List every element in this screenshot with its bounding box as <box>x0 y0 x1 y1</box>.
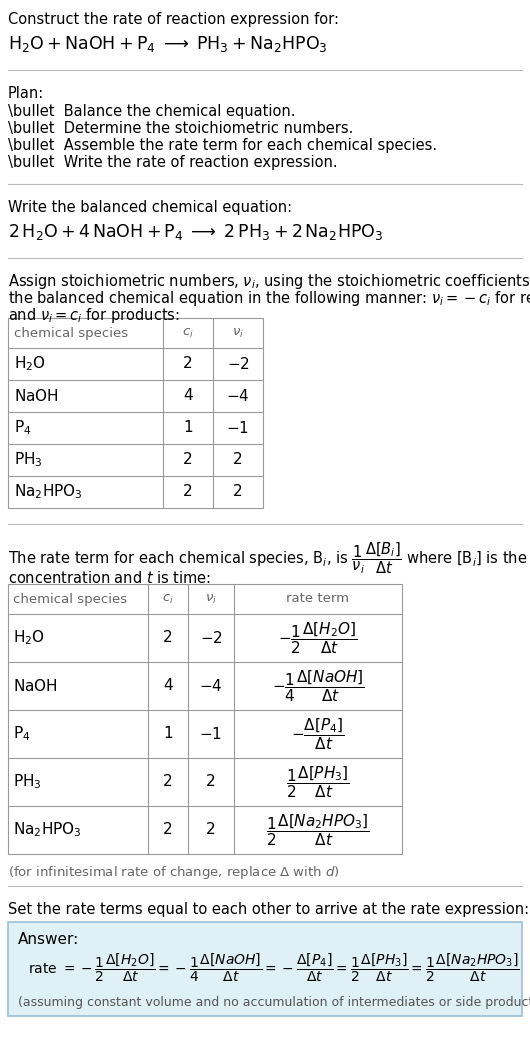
Text: rate term: rate term <box>287 593 349 606</box>
Text: 4: 4 <box>163 679 173 693</box>
Text: $\dfrac{1}{2}\dfrac{\Delta[Na_2HPO_3]}{\Delta t}$: $\dfrac{1}{2}\dfrac{\Delta[Na_2HPO_3]}{\… <box>266 812 370 848</box>
Text: Construct the rate of reaction expression for:: Construct the rate of reaction expressio… <box>8 11 339 27</box>
Text: Assign stoichiometric numbers, $\nu_i$, using the stoichiometric coefficients, $: Assign stoichiometric numbers, $\nu_i$, … <box>8 272 530 291</box>
Text: $\mathrm{Na_2HPO_3}$: $\mathrm{Na_2HPO_3}$ <box>13 821 82 839</box>
Text: $\mathrm{H_2O}$: $\mathrm{H_2O}$ <box>14 355 46 374</box>
Text: 2: 2 <box>163 631 173 645</box>
Text: 2: 2 <box>183 484 193 499</box>
Text: $\mathrm{P_4}$: $\mathrm{P_4}$ <box>14 419 31 437</box>
Text: $-1$: $-1$ <box>226 420 250 436</box>
Bar <box>8 318 263 508</box>
Text: The rate term for each chemical species, B$_i$, is $\dfrac{1}{\nu_i}\dfrac{\Delt: The rate term for each chemical species,… <box>8 540 530 575</box>
Text: $c_i$: $c_i$ <box>182 327 194 339</box>
Text: Answer:: Answer: <box>18 932 80 947</box>
Text: (for infinitesimal rate of change, replace $\Delta$ with $d$): (for infinitesimal rate of change, repla… <box>8 864 340 881</box>
Text: $-2$: $-2$ <box>226 356 250 372</box>
Text: $-1$: $-1$ <box>199 726 223 742</box>
Text: 1: 1 <box>163 727 173 741</box>
Text: rate $= -\dfrac{1}{2}\dfrac{\Delta[H_2O]}{\Delta t} = -\dfrac{1}{4}\dfrac{\Delta: rate $= -\dfrac{1}{2}\dfrac{\Delta[H_2O]… <box>28 952 520 984</box>
Text: 2: 2 <box>206 775 216 789</box>
Text: \bullet  Balance the chemical equation.: \bullet Balance the chemical equation. <box>8 104 296 119</box>
Text: $\nu_i$: $\nu_i$ <box>205 592 217 606</box>
Text: chemical species: chemical species <box>14 327 128 339</box>
Text: $-2$: $-2$ <box>200 630 223 646</box>
Text: $-\dfrac{1}{2}\dfrac{\Delta[H_2O]}{\Delta t}$: $-\dfrac{1}{2}\dfrac{\Delta[H_2O]}{\Delt… <box>278 620 358 656</box>
Text: 2: 2 <box>233 484 243 499</box>
Text: Plan:: Plan: <box>8 86 44 101</box>
Text: Set the rate terms equal to each other to arrive at the rate expression:: Set the rate terms equal to each other t… <box>8 902 529 917</box>
Text: 2: 2 <box>183 452 193 468</box>
Text: \bullet  Write the rate of reaction expression.: \bullet Write the rate of reaction expre… <box>8 155 338 170</box>
Text: 2: 2 <box>163 775 173 789</box>
Text: $-4$: $-4$ <box>226 388 250 404</box>
Text: concentration and $t$ is time:: concentration and $t$ is time: <box>8 570 211 586</box>
Text: $\nu_i$: $\nu_i$ <box>232 327 244 339</box>
Text: $\mathrm{NaOH}$: $\mathrm{NaOH}$ <box>14 388 59 404</box>
Text: 2: 2 <box>163 823 173 837</box>
Bar <box>8 584 402 854</box>
Text: \bullet  Assemble the rate term for each chemical species.: \bullet Assemble the rate term for each … <box>8 138 437 153</box>
Text: $\mathrm{H_2O + NaOH + P_4 \;\longrightarrow\; PH_3 + Na_2HPO_3}$: $\mathrm{H_2O + NaOH + P_4 \;\longrighta… <box>8 34 328 54</box>
Bar <box>8 922 522 1016</box>
Text: $c_i$: $c_i$ <box>162 592 174 606</box>
Text: $-\dfrac{1}{4}\dfrac{\Delta[NaOH]}{\Delta t}$: $-\dfrac{1}{4}\dfrac{\Delta[NaOH]}{\Delt… <box>271 668 365 704</box>
Text: $\mathrm{PH_3}$: $\mathrm{PH_3}$ <box>13 773 42 791</box>
Text: $\mathrm{P_4}$: $\mathrm{P_4}$ <box>13 725 30 743</box>
Text: $\mathrm{2\,H_2O + 4\,NaOH + P_4 \;\longrightarrow\; 2\,PH_3 + 2\,Na_2HPO_3}$: $\mathrm{2\,H_2O + 4\,NaOH + P_4 \;\long… <box>8 222 383 242</box>
Text: Write the balanced chemical equation:: Write the balanced chemical equation: <box>8 200 292 215</box>
Text: 4: 4 <box>183 388 193 403</box>
Text: 2: 2 <box>183 356 193 372</box>
Text: 2: 2 <box>206 823 216 837</box>
Text: $\mathrm{Na_2HPO_3}$: $\mathrm{Na_2HPO_3}$ <box>14 482 83 501</box>
Text: $-\dfrac{\Delta[P_4]}{\Delta t}$: $-\dfrac{\Delta[P_4]}{\Delta t}$ <box>291 716 345 752</box>
Text: 2: 2 <box>233 452 243 468</box>
Text: $\dfrac{1}{2}\dfrac{\Delta[PH_3]}{\Delta t}$: $\dfrac{1}{2}\dfrac{\Delta[PH_3]}{\Delta… <box>286 764 350 800</box>
Text: $\mathrm{H_2O}$: $\mathrm{H_2O}$ <box>13 628 45 647</box>
Text: $-4$: $-4$ <box>199 678 223 694</box>
Text: (assuming constant volume and no accumulation of intermediates or side products): (assuming constant volume and no accumul… <box>18 996 530 1009</box>
Text: chemical species: chemical species <box>13 593 127 606</box>
Text: \bullet  Determine the stoichiometric numbers.: \bullet Determine the stoichiometric num… <box>8 121 354 136</box>
Text: the balanced chemical equation in the following manner: $\nu_i = -c_i$ for react: the balanced chemical equation in the fo… <box>8 289 530 308</box>
Text: $\mathrm{PH_3}$: $\mathrm{PH_3}$ <box>14 451 43 470</box>
Text: and $\nu_i = c_i$ for products:: and $\nu_i = c_i$ for products: <box>8 306 180 325</box>
Text: 1: 1 <box>183 421 193 435</box>
Text: $\mathrm{NaOH}$: $\mathrm{NaOH}$ <box>13 678 58 694</box>
